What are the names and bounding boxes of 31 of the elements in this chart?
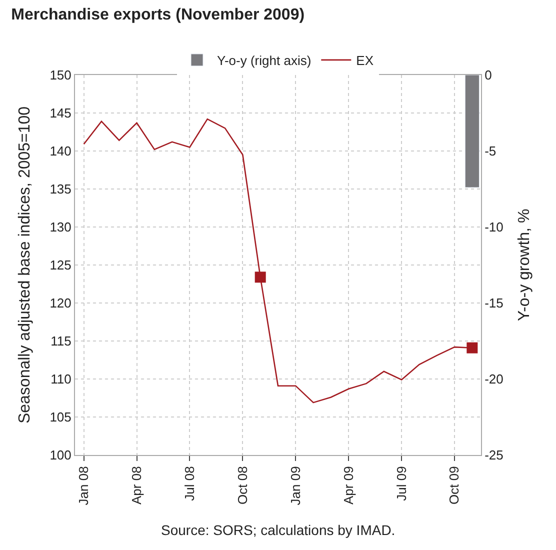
y-tick-label: 150: [50, 68, 72, 83]
y2-tick-label: -10: [484, 220, 504, 235]
x-tick-label: Jan 09: [288, 466, 303, 506]
y2-tick-label: -5: [484, 144, 496, 159]
y2-tick-label: -15: [484, 296, 504, 311]
x-tick-label: Apr 08: [129, 466, 144, 505]
y-tick-label: 130: [50, 220, 72, 235]
x-tick-label: Jan 08: [76, 466, 92, 506]
legend-label: Y-o-y (right axis): [217, 53, 312, 68]
source-note: Source: SORS; calculations by IMAD.: [161, 522, 396, 538]
y2-tick-label: 0: [484, 68, 492, 83]
x-tick-label: Jul 08: [182, 466, 197, 501]
chart-title: Merchandise exports (November 2009): [11, 6, 305, 24]
y-tick-label: 135: [50, 182, 72, 197]
y2-tick-label: -20: [484, 372, 504, 387]
y-tick-label: 115: [50, 334, 72, 349]
y-tick-label: 145: [50, 106, 72, 121]
x-tick-label: Oct 08: [234, 466, 250, 504]
y2-axis-title: Y-o-y growth, %: [516, 208, 534, 322]
y-tick-label: 125: [50, 258, 72, 273]
y-tick-label: 105: [50, 410, 72, 425]
legend-label: EX: [356, 53, 374, 68]
y2-tick-label: -25: [484, 448, 504, 463]
y-tick-label: 140: [50, 144, 72, 159]
y-axis-title: Seasonally adjusted base indices, 2005=100: [16, 106, 34, 424]
y-tick-label: 100: [50, 448, 72, 463]
y-tick-label: 120: [50, 296, 72, 311]
x-tick-label: Oct 09: [446, 466, 462, 504]
y-tick-label: 110: [50, 372, 72, 387]
x-tick-label: Jul 09: [394, 466, 409, 501]
x-tick-label: Apr 09: [340, 466, 356, 505]
